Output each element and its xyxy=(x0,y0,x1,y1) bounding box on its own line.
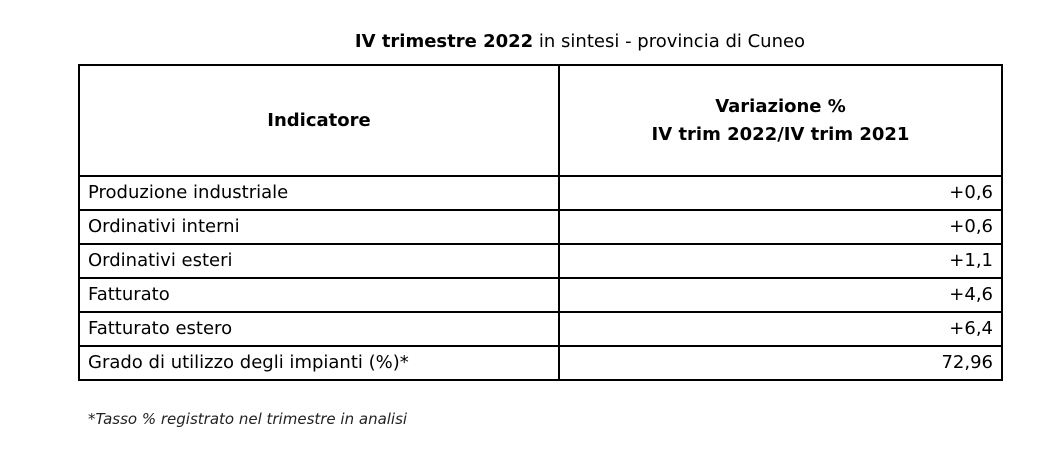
row-label: Fatturato estero xyxy=(78,311,560,347)
row-label: Produzione industriale xyxy=(78,175,560,211)
table-row: Fatturato +4,6 xyxy=(78,277,1003,313)
header-row: Indicatore Variazione % IV trim 2022/IV t… xyxy=(78,64,1003,177)
table-row: Produzione industriale +0,6 xyxy=(78,175,1003,211)
header-indicatore: Indicatore xyxy=(78,64,560,177)
summary-table: Indicatore Variazione % IV trim 2022/IV t… xyxy=(78,64,1003,381)
table-row: Grado di utilizzo degli impianti (%)* 72,… xyxy=(78,345,1003,381)
row-label: Ordinativi esteri xyxy=(78,243,560,279)
table-row: Fatturato estero +6,4 xyxy=(78,311,1003,347)
footnote: *Tasso % registrato nel trimestre in ana… xyxy=(88,410,408,428)
row-label: Grado di utilizzo degli impianti (%)* xyxy=(78,345,560,381)
row-value: +4,6 xyxy=(558,277,1003,313)
row-value: +6,4 xyxy=(558,311,1003,347)
row-value: 72,96 xyxy=(558,345,1003,381)
row-value: +0,6 xyxy=(558,175,1003,211)
row-value: +0,6 xyxy=(558,209,1003,245)
row-label: Ordinativi interni xyxy=(78,209,560,245)
row-value: +1,1 xyxy=(558,243,1003,279)
header-variazione-line2: IV trim 2022/IV trim 2021 xyxy=(651,123,910,145)
row-label: Fatturato xyxy=(78,277,560,313)
header-variazione-line1: Variazione % xyxy=(715,95,846,117)
header-variazione: Variazione % IV trim 2022/IV trim 2021 xyxy=(558,64,1003,177)
table-title: IV trimestre 2022 in sintesi - provincia… xyxy=(0,31,1060,52)
table-row: Ordinativi esteri +1,1 xyxy=(78,243,1003,279)
title-rest: in sintesi - provincia di Cuneo xyxy=(533,31,806,52)
title-bold: IV trimestre 2022 xyxy=(354,31,534,52)
table-row: Ordinativi interni +0,6 xyxy=(78,209,1003,245)
